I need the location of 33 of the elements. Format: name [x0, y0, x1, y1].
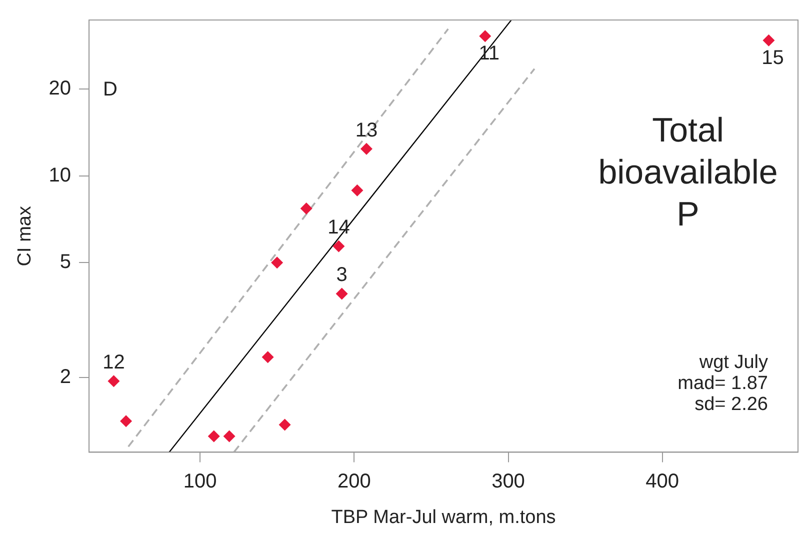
annotation: D [103, 78, 118, 101]
annotation: Total bioavailable P [598, 111, 778, 234]
x-tick-label: 400 [646, 470, 680, 493]
x-tick-label: 200 [337, 470, 371, 493]
x-tick-label: 100 [183, 470, 217, 493]
point [332, 240, 345, 252]
point [108, 375, 120, 388]
point [208, 430, 220, 442]
point [300, 202, 312, 215]
point [278, 418, 291, 431]
point [336, 288, 348, 300]
point [360, 142, 372, 155]
x-axis-title: TBP Mar-Jul warm, m.tons [331, 506, 556, 528]
point [120, 415, 132, 428]
annotation: wgt July [698, 352, 768, 374]
point [271, 256, 284, 269]
annotation: 12 [102, 352, 125, 374]
annotation: mad= 1.87 [678, 373, 768, 394]
point [351, 184, 364, 196]
x-tick-label: 300 [492, 470, 525, 493]
point [223, 430, 236, 442]
y-tick-label: 5 [60, 251, 72, 274]
y-axis-title: CI max [14, 206, 36, 266]
annotation: 3 [336, 264, 348, 286]
point [262, 351, 274, 364]
annotation: 13 [355, 119, 378, 142]
y-tick-label: 2 [60, 366, 72, 388]
annotation: 15 [762, 46, 784, 69]
point [479, 30, 492, 42]
point [762, 34, 775, 46]
annotation: sd= 2.26 [694, 394, 768, 416]
y-tick-label: 10 [48, 164, 72, 186]
y-tick-label: 20 [48, 78, 72, 100]
